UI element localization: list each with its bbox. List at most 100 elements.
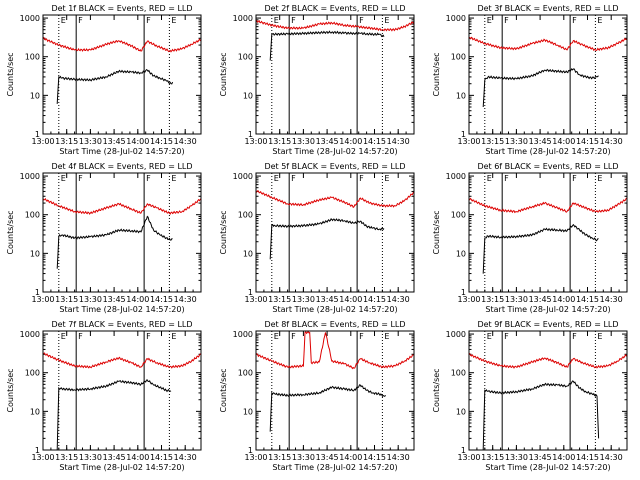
panel-1-flare-label: F — [146, 16, 151, 25]
panel-7-xlabel: Start Time (28-Jul-02 14:57:20) — [59, 463, 184, 472]
panel-8-ytick-label: 1000 — [233, 330, 253, 339]
panel-9-xtick-label: 13:45 — [529, 453, 552, 462]
panel-4-xlabel: Start Time (28-Jul-02 14:57:20) — [59, 305, 184, 314]
panel-1-eclipse-label: E — [61, 16, 66, 25]
panel-4-flare-label: F — [78, 174, 83, 183]
panel-2-xtick-label: 14:00 — [339, 137, 362, 146]
panel-9-flare-label: F — [504, 332, 509, 341]
panel-6-xtick-label: 14:15 — [576, 295, 599, 304]
panel-7-xtick-label: 14:00 — [126, 453, 149, 462]
panel-1-series-lld — [42, 36, 202, 53]
panel-2-flare-label: F — [291, 16, 296, 25]
panel-3-xtick-label: 14:30 — [600, 137, 623, 146]
panel-5-xtick-label: 14:30 — [387, 295, 410, 304]
panel-7-title: Det 7f BLACK = Events, RED = LLD — [51, 320, 192, 329]
panel-4-xtick-label: 14:30 — [174, 295, 197, 304]
panel-2-eclipse-label: E — [274, 16, 279, 25]
panel-8-ylabel: Counts/sec — [219, 368, 228, 412]
panel-6-title: Det 6f BLACK = Events, RED = LLD — [477, 162, 618, 171]
panel-1-xtick-label: 14:30 — [174, 137, 197, 146]
panel-5-ytick-label: 100 — [238, 211, 253, 220]
panel-9-xtick-label: 13:15 — [481, 453, 504, 462]
panel-8-ytick-label: 100 — [238, 369, 253, 378]
panel-8-ytick-label: 1 — [248, 446, 253, 455]
panel-6-ytick-label: 10 — [456, 249, 466, 258]
panel-5-eclipse-label: E — [384, 174, 389, 183]
panel-5-xtick-label: 13:45 — [316, 295, 339, 304]
panel-5-frame — [255, 172, 415, 293]
panel-5-xtick-label: 13:15 — [268, 295, 291, 304]
panel-5-ylabel: Counts/sec — [219, 210, 228, 254]
panel-4-title: Det 4f BLACK = Events, RED = LLD — [51, 162, 192, 171]
panel-7-xtick-label: 13:15 — [55, 453, 78, 462]
panel-7-ylabel: Counts/sec — [6, 368, 15, 412]
panel-9-xlabel: Start Time (28-Jul-02 14:57:20) — [485, 463, 610, 472]
panel-6-ylabel: Counts/sec — [432, 210, 441, 254]
panel-1-xtick-label: 13:45 — [103, 137, 126, 146]
panel-1-xtick-label: 13:15 — [55, 137, 78, 146]
panel-9-xtick-label: 14:00 — [552, 453, 575, 462]
panel-4-ytick-label: 1000 — [20, 172, 40, 181]
panel-2-frame — [255, 14, 415, 135]
panel-1-xlabel: Start Time (28-Jul-02 14:57:20) — [59, 147, 184, 156]
panel-2-eclipse-label: E — [384, 16, 389, 25]
panel-1-xtick-label: 13:30 — [79, 137, 102, 146]
panel-4-flare-label: F — [146, 174, 151, 183]
panel-5-xtick-label: 13:30 — [292, 295, 315, 304]
panel-7-flare-label: F — [146, 332, 151, 341]
panel-3-xtick-label: 14:00 — [552, 137, 575, 146]
panel-9-series-lld — [468, 352, 628, 369]
panel-4-ytick-label: 1 — [35, 288, 40, 297]
panel-7-xtick-label: 13:30 — [79, 453, 102, 462]
panel-2-xtick-label: 13:30 — [292, 137, 315, 146]
panel-2-title: Det 2f BLACK = Events, RED = LLD — [264, 4, 405, 13]
panel-3-xlabel: Start Time (28-Jul-02 14:57:20) — [485, 147, 610, 156]
panel-8-ytick-label: 10 — [243, 407, 253, 416]
panel-4-ylabel: Counts/sec — [6, 210, 15, 254]
panel-3-flare-label: F — [572, 16, 577, 25]
panel-3-xtick-label: 13:45 — [529, 137, 552, 146]
panel-6-eclipse-label: E — [597, 174, 602, 183]
panel-5-ytick-label: 1 — [248, 288, 253, 297]
panel-7-ytick-label: 1 — [35, 446, 40, 455]
panel-7-ytick-label: 10 — [30, 407, 40, 416]
panel-3-xtick-label: 13:00 — [457, 137, 480, 146]
panel-3-xtick-label: 14:15 — [576, 137, 599, 146]
panel-1-xtick-label: 13:00 — [31, 137, 54, 146]
panel-3-xtick-label: 13:30 — [505, 137, 528, 146]
panel-2-xtick-label: 13:00 — [244, 137, 267, 146]
panel-9-xtick-label: 14:15 — [576, 453, 599, 462]
panel-4-xtick-label: 14:00 — [126, 295, 149, 304]
panel-7-xtick-label: 14:15 — [150, 453, 173, 462]
panel-1-ytick-label: 100 — [25, 53, 40, 62]
panel-3-series-events — [482, 68, 599, 108]
panel-7-xtick-label: 13:00 — [31, 453, 54, 462]
panel-5-series-events — [269, 217, 385, 260]
panel-9-ytick-label: 1 — [461, 446, 466, 455]
panel-6-ytick-label: 1 — [461, 288, 466, 297]
panel-5-xtick-label: 14:00 — [339, 295, 362, 304]
panel-7-flare-label: F — [78, 332, 83, 341]
panel-1-ytick-label: 10 — [30, 91, 40, 100]
panel-1-xtick-label: 14:00 — [126, 137, 149, 146]
panel-4-eclipse-label: E — [61, 174, 66, 183]
panel-8-series-lld — [255, 330, 415, 370]
panel-4-ytick-label: 10 — [30, 249, 40, 258]
panel-5-title: Det 5f BLACK = Events, RED = LLD — [264, 162, 405, 171]
panel-6-eclipse-label: E — [487, 174, 492, 183]
panel-6-xtick-label: 13:30 — [505, 295, 528, 304]
panel-7-frame — [42, 330, 202, 451]
panel-9-series-events — [482, 380, 600, 451]
panel-9-ytick-label: 100 — [451, 369, 466, 378]
panel-8-xtick-label: 14:15 — [363, 453, 386, 462]
panel-5-eclipse-label: E — [274, 174, 279, 183]
panel-9-flare-label: F — [572, 332, 577, 341]
panel-9-frame — [468, 330, 628, 451]
panel-9-eclipse-label: E — [487, 332, 492, 341]
panel-4-eclipse-label: E — [171, 174, 176, 183]
panel-3-xtick-label: 13:15 — [481, 137, 504, 146]
panel-8-xlabel: Start Time (28-Jul-02 14:57:20) — [272, 463, 397, 472]
panel-8-xtick-label: 14:00 — [339, 453, 362, 462]
panel-6-xtick-label: 13:45 — [529, 295, 552, 304]
